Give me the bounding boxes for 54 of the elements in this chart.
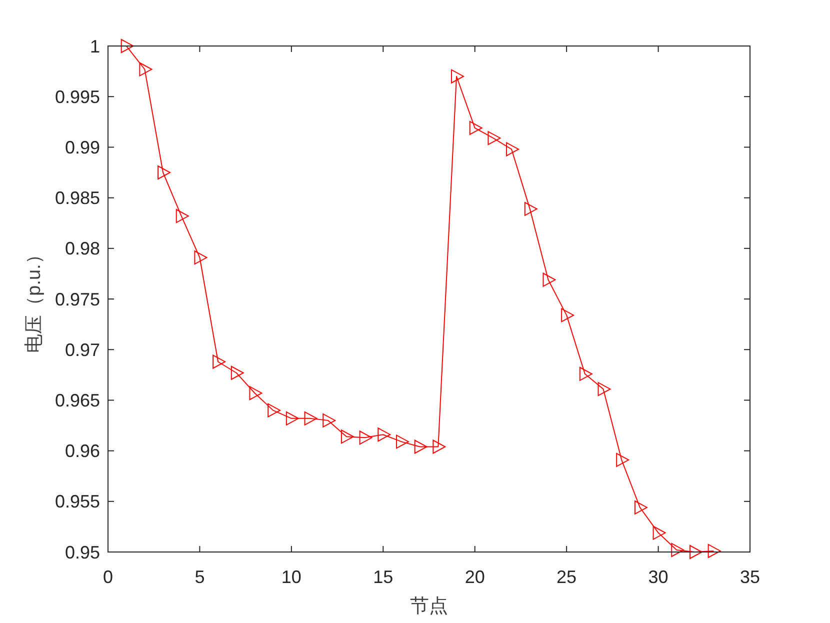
point [176, 209, 189, 224]
point [268, 403, 281, 418]
y-tick-label: 0.995 [54, 86, 100, 107]
x-tick-label: 15 [373, 567, 394, 587]
x-tick-label: 20 [464, 567, 485, 587]
point [671, 542, 684, 557]
point [249, 386, 262, 400]
x-tick-label: 5 [194, 567, 205, 587]
point [506, 142, 520, 156]
point [158, 166, 171, 180]
point [524, 202, 538, 216]
y-tick-label: 0.955 [54, 492, 100, 512]
point [396, 434, 409, 449]
y-tick-label: 0.96 [64, 441, 100, 462]
point [561, 308, 574, 322]
x-tick-label: 25 [556, 567, 577, 587]
x-axis-title: 节点 [410, 596, 448, 617]
point [689, 545, 702, 559]
y-tick-label: 0.99 [64, 138, 100, 158]
point [322, 413, 336, 428]
y-tick-label: 0.985 [54, 188, 100, 208]
y-tick-label: 0.965 [54, 390, 100, 410]
point [634, 500, 648, 514]
point [708, 544, 721, 558]
point [139, 62, 152, 76]
point [652, 526, 666, 540]
point [469, 120, 482, 135]
point [598, 382, 611, 396]
point [378, 428, 391, 442]
y-tick-label: 1 [90, 36, 100, 56]
point [286, 411, 299, 426]
point [432, 440, 446, 454]
point [194, 250, 208, 265]
point [340, 430, 354, 444]
x-tick-label: 35 [740, 567, 760, 587]
point [542, 272, 556, 287]
y-tick-label: 0.98 [64, 238, 100, 259]
point [451, 69, 464, 84]
y-tick-label: 0.97 [64, 340, 100, 360]
point [579, 366, 592, 381]
y-tick-label: 0.975 [54, 289, 100, 310]
point [120, 39, 134, 53]
point [359, 430, 372, 445]
x-tick-label: 30 [648, 567, 668, 587]
point [616, 452, 630, 467]
point [488, 131, 501, 146]
point [230, 366, 244, 380]
point [304, 411, 318, 426]
point [212, 354, 226, 369]
x-tick-label: 0 [102, 567, 114, 587]
x-tick-label: 10 [281, 567, 302, 587]
point [414, 440, 428, 454]
y-tick-label: 0.95 [64, 542, 100, 562]
y-axis-title: 电压（p.u.） [24, 245, 45, 353]
